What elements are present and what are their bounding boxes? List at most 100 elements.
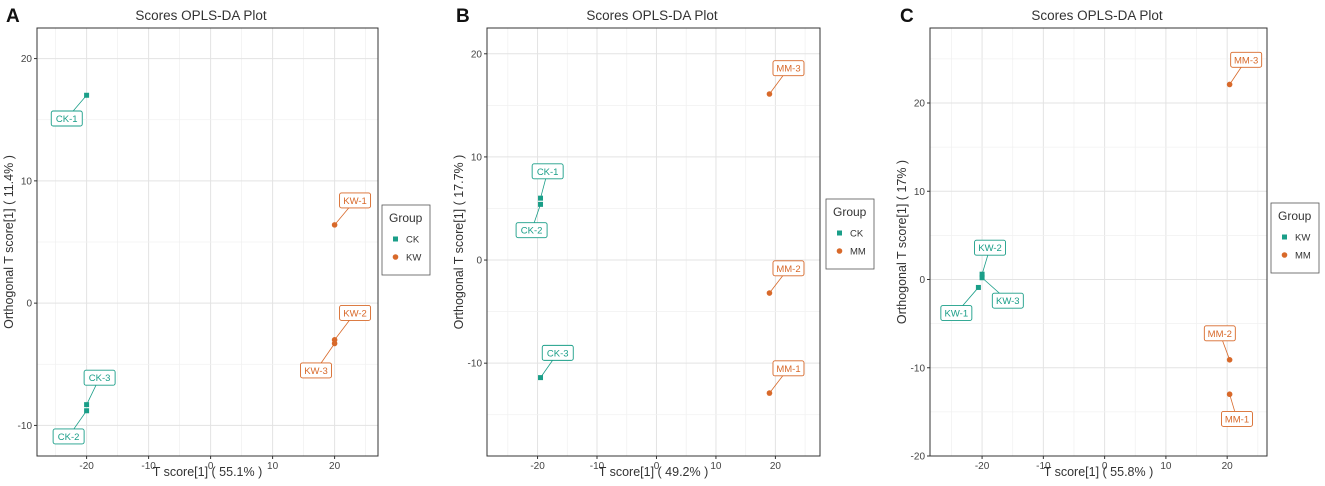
data-point [538, 195, 544, 201]
legend-item-kw: KW [392, 253, 421, 264]
legend-item-ck: CK [837, 229, 864, 240]
y-tick-label: 20 [914, 99, 926, 110]
chart-title: Scores OPLS-DA Plot [135, 8, 267, 23]
data-point [538, 375, 544, 381]
legend-title: Group [389, 211, 423, 225]
legend-box [1270, 202, 1320, 274]
point-ck-2: CK-2 [52, 408, 90, 445]
y-tick-label: -20 [911, 452, 926, 463]
x-tick-label: -10 [590, 461, 605, 472]
data-label-box [1221, 410, 1253, 427]
legend-marker [837, 230, 842, 236]
data-label: CK-2 [521, 226, 543, 237]
point-mm-1: MM-1 [766, 360, 805, 396]
point-ck-1: CK-1 [50, 92, 90, 127]
x-tick-label: -10 [141, 461, 156, 472]
data-label: KW-3 [304, 366, 328, 377]
x-axis-label: T score[1] ( 55.1% ) [153, 465, 263, 479]
legend-label: CK [406, 235, 420, 246]
point-kw-2: KW-2 [331, 304, 372, 343]
point-kw-3: KW-3 [979, 275, 1024, 309]
legend-item-mm: MM [1281, 251, 1311, 262]
y-axis-label: Orthogonal T score[1] ( 17.7% ) [452, 155, 466, 330]
data-label: MM-1 [776, 364, 800, 375]
y-tick-label: 0 [476, 256, 482, 267]
data-label-box [940, 305, 973, 321]
point-kw-3: KW-3 [300, 340, 338, 379]
legend: Group CK KW [381, 204, 431, 276]
data-label-box [772, 360, 805, 377]
data-label: KW-1 [343, 196, 367, 207]
data-label: CK-2 [58, 432, 80, 443]
data-point [84, 402, 90, 408]
x-tick-label: 20 [770, 461, 782, 472]
panel-a: A Scores OPLS-DA Plot -20 -10 0 10 20 -10 0 10 20 T… [2, 6, 431, 479]
data-label: CK-3 [89, 373, 111, 384]
legend-box [825, 198, 875, 270]
panel-label: C [900, 6, 914, 27]
data-point [84, 408, 90, 414]
legend-marker [393, 236, 398, 242]
y-tick-label: 20 [21, 54, 33, 65]
data-label: CK-1 [537, 167, 559, 178]
legend-label: MM [850, 247, 866, 258]
data-label: KW-2 [978, 243, 1002, 254]
legend-marker [1281, 252, 1288, 258]
point-mm-1: MM-1 [1221, 391, 1253, 427]
data-label: KW-2 [343, 308, 367, 319]
data-point [766, 390, 773, 396]
x-tick-label: -20 [79, 461, 94, 472]
chart-title: Scores OPLS-DA Plot [1031, 8, 1163, 23]
point-mm-3: MM-3 [766, 60, 805, 97]
legend-title: Group [833, 205, 867, 219]
data-label-box [531, 163, 564, 180]
data-point [766, 290, 773, 296]
y-tick-label: 10 [21, 176, 33, 187]
y-tick-label: -10 [911, 363, 926, 374]
data-label-box [974, 239, 1006, 256]
point-kw-1: KW-1 [331, 192, 372, 228]
x-tick-label: 10 [710, 461, 722, 472]
data-label: MM-2 [776, 264, 800, 275]
data-label: MM-3 [776, 64, 800, 75]
data-label-box [772, 260, 805, 277]
point-mm-2: MM-2 [766, 260, 805, 296]
data-label-box [772, 60, 805, 77]
x-tick-label: 20 [329, 461, 341, 472]
legend-item-ck: CK [393, 235, 420, 246]
data-point [1226, 391, 1233, 398]
x-tick-label: 10 [1160, 461, 1172, 472]
legend-marker [1282, 234, 1287, 240]
data-label-box [339, 304, 372, 321]
grid [930, 28, 1267, 457]
legend-title: Group [1278, 209, 1312, 223]
legend: Group KW MM [1270, 202, 1320, 274]
point-ck-3: CK-3 [538, 344, 574, 381]
data-label-box [339, 192, 372, 209]
point-mm-2: MM-2 [1203, 325, 1236, 363]
plot-border [486, 27, 821, 457]
point-ck-1: CK-1 [531, 163, 564, 201]
plot-border [929, 27, 1268, 457]
legend-item-mm: MM [836, 247, 866, 258]
point-kw-1: KW-1 [940, 284, 981, 321]
plot-area [487, 28, 820, 456]
legend-label: KW [406, 253, 421, 264]
y-tick-label: -10 [18, 421, 33, 432]
plot-border [36, 27, 379, 457]
y-tick-label: -10 [468, 359, 483, 370]
data-label: MM-2 [1208, 329, 1232, 340]
x-tick-label: -10 [1036, 461, 1051, 472]
y-axis-label: Orthogonal T score[1] ( 17% ) [895, 160, 909, 324]
data-point [84, 92, 90, 98]
data-point [766, 91, 773, 97]
legend-label: KW [1295, 233, 1310, 244]
legend-label: CK [850, 229, 864, 240]
legend-marker [392, 254, 399, 260]
data-label: MM-3 [1234, 55, 1258, 66]
data-label-box [300, 362, 332, 379]
x-tick-label: 10 [267, 461, 279, 472]
data-label-box [991, 292, 1024, 309]
data-point [975, 284, 981, 290]
data-label-box [1203, 325, 1236, 342]
